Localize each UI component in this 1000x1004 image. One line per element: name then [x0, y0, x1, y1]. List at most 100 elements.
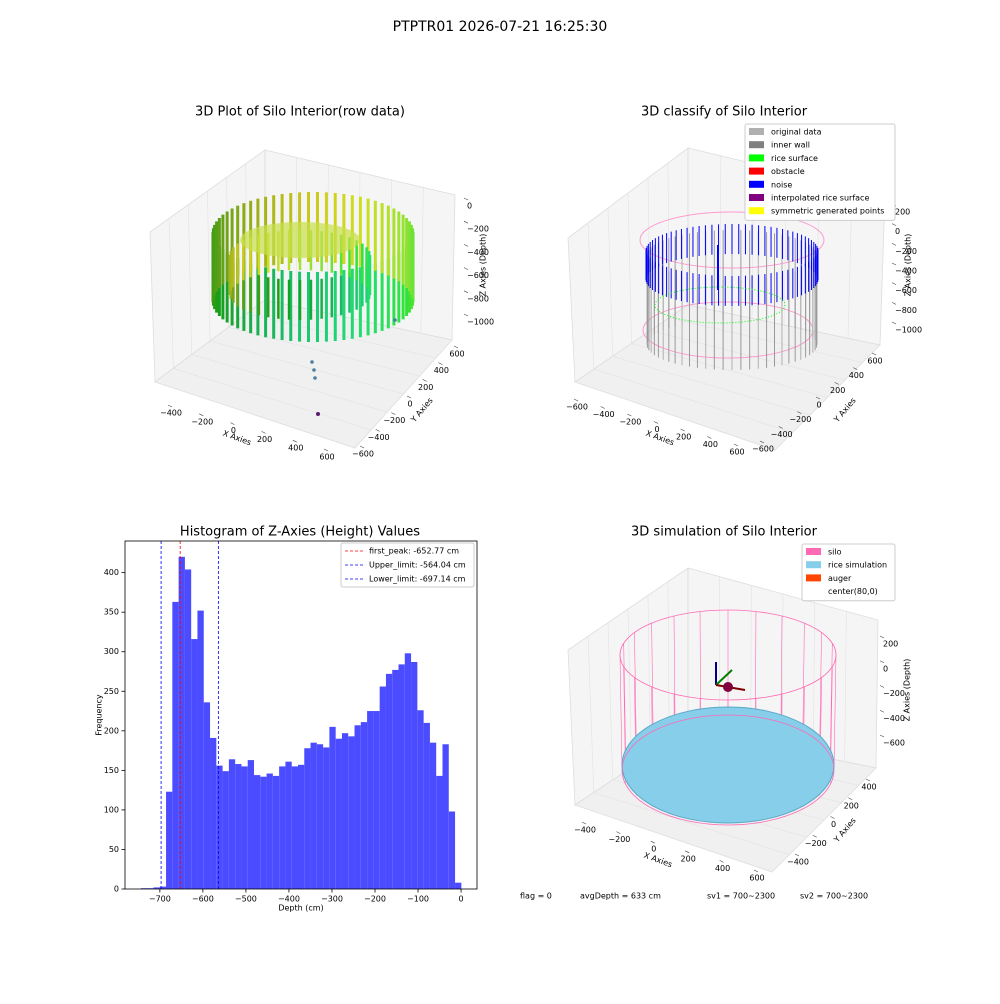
y-tick-label: 50	[109, 845, 119, 854]
legend-label: auger	[828, 574, 852, 583]
bar	[436, 776, 442, 889]
x-tick-label: −200	[364, 895, 386, 904]
z-tick-label: −800	[895, 306, 917, 315]
outlier	[312, 368, 316, 372]
x-tick-label: 600	[319, 453, 334, 462]
bar	[185, 569, 191, 889]
z-tick-label: 200	[895, 208, 910, 217]
bar	[229, 759, 235, 889]
y-tick-label: 600	[867, 357, 882, 366]
bar	[179, 557, 185, 889]
bar	[235, 764, 241, 889]
z-tick-label: 0	[895, 227, 900, 236]
bar	[304, 748, 310, 889]
bar	[367, 711, 373, 889]
legend-swatch	[806, 548, 821, 555]
y-tick-label: −400	[771, 430, 793, 439]
legend-label: rice surface	[771, 154, 818, 163]
outlier	[310, 360, 314, 364]
bar	[292, 766, 298, 889]
y-tick-label: 400	[861, 783, 876, 792]
bar	[373, 711, 379, 889]
bar	[216, 766, 222, 889]
y-tick-label: −200	[789, 415, 811, 424]
x-tick-label: −600	[192, 895, 214, 904]
bar	[317, 744, 323, 889]
status-text: sv1 = 700~2300	[707, 892, 775, 901]
bar	[323, 747, 329, 889]
x-tick-label: 200	[257, 435, 272, 444]
x-tick-label: 400	[288, 444, 303, 453]
subplot-title: 3D classify of Silo Interior	[641, 105, 808, 120]
bar	[329, 727, 335, 889]
y-tick-label: −600	[352, 450, 374, 459]
x-tick-label: −400	[574, 826, 596, 835]
bar	[417, 710, 423, 889]
bar	[279, 766, 285, 889]
z-tick-label: 200	[883, 640, 898, 649]
bar	[273, 776, 279, 889]
z-tick-label: −600	[883, 739, 905, 748]
y-tick-label: −600	[752, 445, 774, 454]
legend-label: Upper_limit: -564.04 cm	[369, 561, 466, 570]
bar	[241, 766, 247, 889]
y-tick-label: −400	[787, 858, 809, 867]
subplot-title: 3D simulation of Silo Interior	[631, 525, 818, 540]
y-tick-label: 200	[830, 386, 845, 395]
x-tick-label: −400	[278, 895, 300, 904]
y-tick-label: 200	[844, 801, 859, 810]
axis-label: Z Axies (Depth)	[903, 659, 912, 722]
bar	[449, 811, 455, 889]
bar	[380, 687, 386, 889]
bar	[191, 639, 197, 889]
bar	[204, 702, 210, 889]
x-tick-label: −600	[566, 403, 588, 412]
x-tick-label: 400	[703, 440, 718, 449]
status-text: avgDepth = 633 cm	[580, 892, 661, 901]
z-tick-label: 0	[883, 664, 888, 673]
y-tick-label: 400	[104, 568, 119, 577]
x-tick-label: −100	[407, 895, 429, 904]
rice-surface	[240, 222, 360, 258]
x-tick-label: 400	[715, 864, 730, 873]
bar	[260, 777, 266, 889]
y-axis-label: Frequency	[95, 694, 104, 736]
bar	[430, 743, 436, 889]
x-tick-label: −200	[608, 835, 630, 844]
legend-label: obstacle	[771, 167, 805, 176]
y-tick-label: −400	[368, 433, 390, 442]
bar	[411, 662, 417, 889]
legend-swatch	[749, 168, 764, 175]
y-tick-label: 100	[104, 805, 119, 814]
legend-swatch	[806, 574, 821, 581]
legend-label: center(80,0)	[828, 587, 878, 596]
bar	[342, 733, 348, 889]
legend-label: Lower_limit: -697.14 cm	[369, 575, 466, 584]
bar	[455, 883, 461, 889]
legend-label: noise	[771, 180, 792, 189]
bar	[348, 736, 354, 889]
x-tick-label: −200	[191, 417, 213, 426]
legend-swatch	[749, 128, 764, 135]
bar	[336, 739, 342, 889]
bar	[355, 725, 361, 889]
axis-label: Z Axies (Depth)	[904, 234, 913, 297]
bar	[248, 760, 254, 889]
legend-label: first_peak: -652.77 cm	[369, 547, 459, 556]
legend-swatch	[806, 561, 821, 568]
auger	[723, 682, 733, 692]
x-tick-label: 200	[676, 433, 691, 442]
legend-label: interpolated rice surface	[771, 194, 869, 203]
bar	[405, 653, 411, 889]
y-tick-label: 200	[104, 726, 119, 735]
y-tick-label: 150	[104, 766, 119, 775]
bar	[392, 670, 398, 889]
bar	[267, 774, 273, 889]
subplot-title: 3D Plot of Silo Interior(row data)	[195, 105, 405, 120]
y-tick-label: 0	[831, 820, 836, 829]
bar	[424, 723, 430, 889]
y-tick-label: 0	[114, 885, 119, 894]
bar	[298, 765, 304, 889]
subplot-title: Histogram of Z-Axies (Height) Values	[180, 525, 420, 540]
